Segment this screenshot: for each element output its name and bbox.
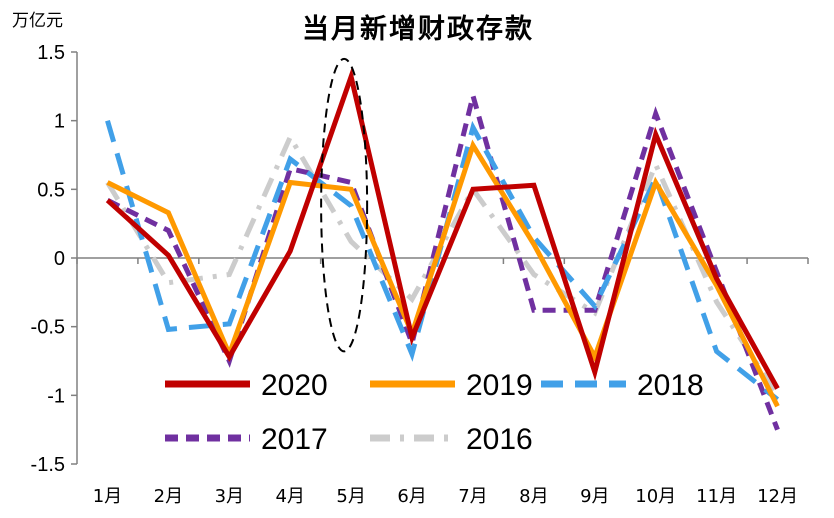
y-tick-label: 0.5 [37, 179, 65, 201]
x-tick-label: 2月 [154, 486, 183, 507]
highlight-ellipse [320, 57, 369, 353]
legend: 2020 2019 2018 2017 2016 [165, 369, 704, 456]
legend-label-2016: 2016 [466, 423, 533, 456]
y-tick-label: 1 [54, 111, 65, 133]
x-tick-label: 9月 [580, 486, 609, 507]
chart-title: 当月新增财政存款 [302, 13, 534, 45]
x-tick-label: 3月 [215, 486, 244, 507]
series-line-2016 [105, 131, 780, 397]
x-tick-label: 10月 [635, 486, 676, 507]
series-lines [105, 67, 780, 431]
legend-label-2019: 2019 [466, 369, 533, 402]
series-line-2019 [106, 139, 780, 408]
x-tick-label: 11月 [696, 486, 737, 507]
y-tick-label: -1.5 [31, 454, 65, 476]
legend-label-2020: 2020 [261, 369, 328, 402]
y-tick-label: 1.5 [37, 42, 65, 64]
axes: 1.5 1 0.5 0 -0.5 -1 -1.5 1月 2月 3月 4月 5月 6月 7月 8月 9月 10月 1… [31, 42, 809, 507]
x-tick-label: 7月 [458, 486, 487, 507]
x-tick-label: 5月 [336, 486, 365, 507]
x-tick-label: 1月 [93, 486, 122, 507]
y-tick-label: -0.5 [31, 317, 65, 339]
legend-label-2018: 2018 [637, 369, 704, 402]
y-tick-label: -1 [47, 385, 65, 407]
legend-label-2017: 2017 [261, 423, 328, 456]
x-tick-label: 8月 [519, 486, 548, 507]
x-tick-label: 12月 [757, 486, 798, 507]
series-line-2020 [105, 67, 780, 390]
x-tick-label: 6月 [397, 486, 426, 507]
y-axis-unit-label: 万亿元 [12, 11, 63, 31]
x-tick-label: 4月 [275, 486, 304, 507]
y-tick-label: 0 [54, 248, 65, 270]
